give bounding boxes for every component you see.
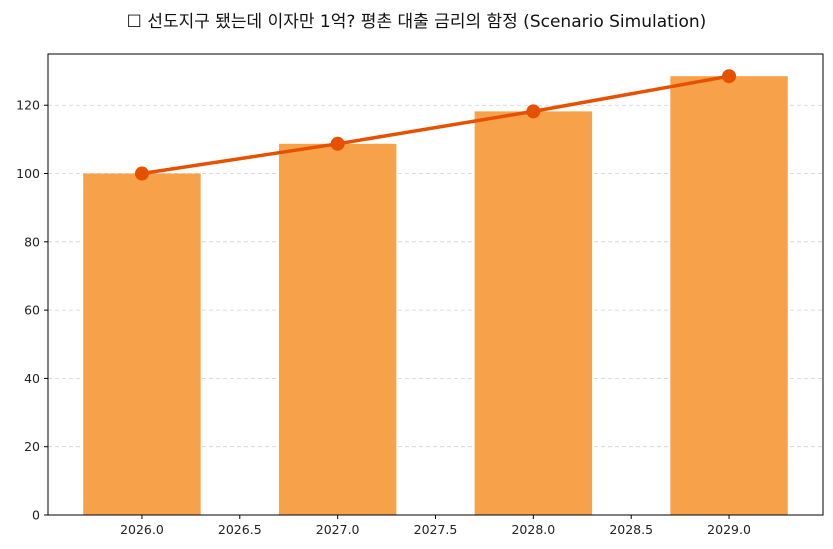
line-marker [134, 166, 149, 181]
y-tick-label: 80 [24, 234, 40, 249]
bar [83, 173, 201, 515]
x-tick-label: 2028.0 [511, 522, 555, 537]
y-tick-label: 60 [24, 303, 40, 318]
series-line [141, 74, 730, 176]
x-tick-label: 2029.0 [707, 522, 751, 537]
y-tick-label: 0 [32, 508, 40, 523]
line-marker [330, 136, 345, 151]
y-tick-label: 40 [24, 371, 40, 386]
x-tick-label: 2026.0 [120, 522, 164, 537]
y-tick-label: 20 [24, 439, 40, 454]
x-tick-label: 2027.0 [316, 522, 360, 537]
line-marker [722, 69, 737, 84]
x-tick-label: 2028.5 [609, 522, 653, 537]
y-tick-label: 100 [16, 166, 40, 181]
x-tick-label: 2026.5 [218, 522, 262, 537]
y-tick-label: 120 [16, 98, 40, 113]
bar [474, 111, 593, 515]
bar [670, 76, 788, 516]
chart-title: ☐ 선도지구 됐는데 이자만 1억? 평촌 대출 금리의 함정 (Scenari… [126, 12, 707, 32]
x-tick-label: 2027.5 [414, 522, 458, 537]
bar [278, 143, 397, 515]
plot-frame [47, 53, 824, 516]
line-marker [526, 104, 541, 119]
